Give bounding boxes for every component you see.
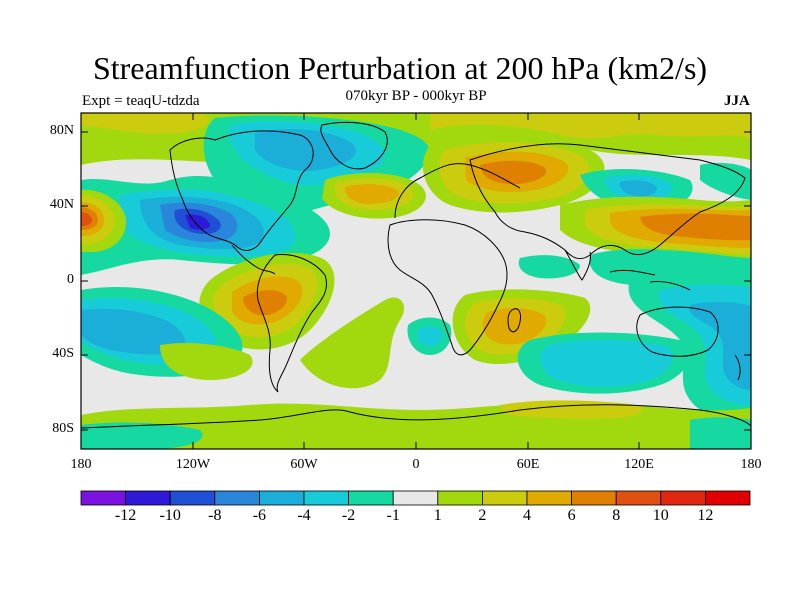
colorbar-label: 10 [652,507,669,524]
experiment-label: Expt = teaqU-tdzda [82,93,200,109]
field-blob [690,417,751,449]
lat-label-80s: 80S [52,421,74,436]
colorbar-swatch [169,490,216,506]
field-blob [430,113,751,140]
lon-label-180w: 180 [70,457,92,472]
lon-label-120w: 120W [175,457,211,472]
coast-greenland [320,121,388,170]
colorbar-swatch [705,490,751,506]
colorbar-label: 8 [612,507,621,524]
field-blob [689,302,751,390]
colorbar-swatch [214,490,260,506]
field-blob [300,297,405,389]
coast-north-america [169,130,314,251]
colorbar-swatch [437,490,483,506]
colorbar-label: -1 [386,507,400,524]
colorbar-swatch [660,490,706,506]
field-blob [619,180,658,197]
coast-new-zealand [734,354,741,381]
field-blob [417,326,443,346]
field-blob [255,129,356,171]
colorbar-label: -4 [297,507,311,524]
field-blob [81,212,92,226]
field-blob [81,113,209,134]
colorbar-swatch [348,490,394,506]
field-blob [518,255,580,279]
colorbar-swatch [615,490,662,506]
coast-madagascar [507,308,521,333]
lon-label-60w: 60W [290,457,318,472]
colorbar-swatch [571,490,617,506]
field-blob [185,214,210,230]
coast-indonesia [609,269,691,291]
colorbar-swatch [258,490,305,506]
field-blob [480,160,547,185]
colorbar-label: -6 [252,507,267,524]
field-blob [482,308,547,345]
colorbar-swatch [303,490,349,506]
colorbar-swatch [392,490,439,506]
coast-antarctica [81,404,751,429]
colorbar-label: -10 [159,507,181,524]
colorbar-swatch [481,490,528,506]
colorbar-label: 6 [567,507,576,524]
colorbar-label: 1 [433,507,442,524]
coast-india [564,249,591,281]
axis-ticks [81,113,751,449]
colorbar-swatch [125,490,171,506]
lon-label-180e: 180 [740,457,762,472]
colorbar-label: -8 [208,507,222,524]
coast-europe [394,163,521,219]
colorbar-label: -2 [341,507,356,524]
field-blob [640,213,751,241]
lat-label-0: 0 [67,272,74,287]
period-label: 070kyr BP - 000kyr BP [345,88,487,104]
colorbar [80,490,751,506]
lon-label-120e: 120E [624,457,654,472]
coast-australia [636,306,719,357]
map-field [81,113,751,449]
coast-central-america [231,244,276,275]
coastlines [81,121,751,429]
field-blob [700,162,751,200]
field-blob [540,339,673,387]
colorbar-label: 2 [478,507,487,524]
field-blob [243,290,287,316]
lat-label-40s: 40S [52,346,74,361]
field-blob [81,308,185,355]
colorbar-swatch [526,490,572,506]
figure-title: Streamfunction Perturbation at 200 hPa (… [92,50,708,86]
lon-label-0: 0 [412,457,420,472]
lat-label-40n: 40N [49,197,74,212]
colorbar-label: -12 [114,507,137,524]
coast-south-america [256,253,327,393]
colorbar-swatch [80,490,126,506]
season-label: JJA [724,93,750,109]
lon-label-60e: 60E [516,457,540,472]
field-blob [81,422,203,449]
field-blob [344,184,399,204]
coast-asia [469,143,746,260]
field-blob [160,343,253,380]
lat-label-80n: 80N [49,123,74,138]
colorbar-label: 12 [697,507,714,524]
coast-africa [387,219,508,356]
colorbar-label: 4 [523,507,531,524]
